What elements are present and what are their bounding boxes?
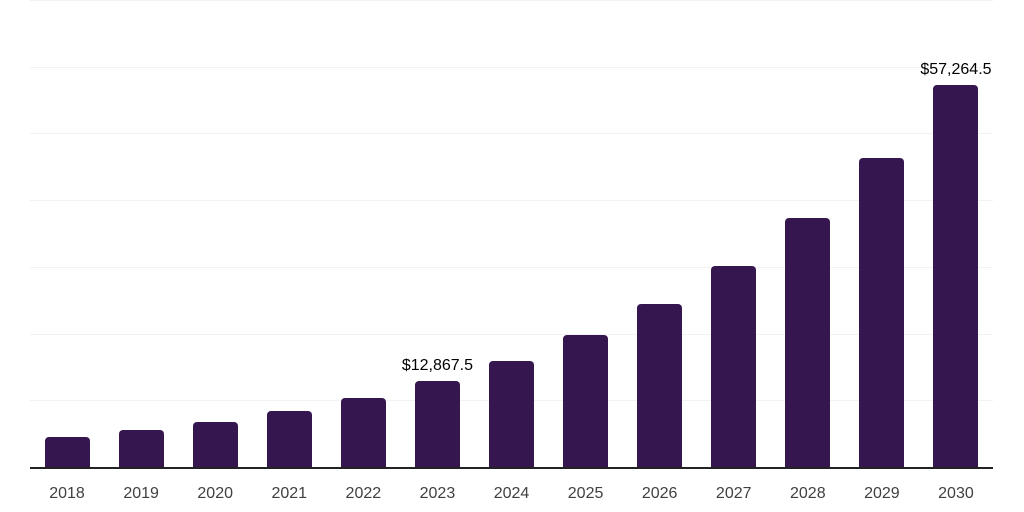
x-tick-label-2028: 2028 (790, 485, 826, 502)
bar-2028[interactable] (785, 217, 831, 467)
x-tick-label-2025: 2025 (567, 485, 604, 502)
bar-2021[interactable] (266, 410, 312, 467)
x-tick-label-2030: 2030 (938, 485, 974, 502)
data-label-2023: $12,867.5 (401, 357, 474, 375)
x-tick-label-2022: 2022 (345, 485, 382, 502)
gridline-20000 (30, 334, 993, 335)
bar-2024[interactable] (489, 360, 534, 467)
x-tick-label-2019: 2019 (123, 485, 159, 502)
x-tick-label-2027: 2027 (715, 485, 752, 502)
bar-2020[interactable] (192, 421, 238, 467)
bar-2023[interactable] (414, 381, 460, 467)
bar-2018[interactable] (44, 437, 90, 467)
x-tick-label-2020: 2020 (197, 485, 233, 502)
bar-2029[interactable] (859, 158, 905, 467)
x-tick-label-2024: 2024 (493, 485, 530, 502)
gridline-30000 (30, 267, 993, 268)
data-label-2030: $57,264.5 (920, 60, 992, 78)
bar-2025[interactable] (563, 335, 609, 467)
x-tick-label-2021: 2021 (271, 485, 308, 502)
bar-2027[interactable] (711, 265, 757, 467)
x-tick-label-2023: 2023 (419, 485, 456, 502)
bar-2019[interactable] (118, 430, 164, 467)
gridline-40000 (30, 200, 993, 201)
x-tick-label-2029: 2029 (864, 485, 900, 502)
bar-2030[interactable] (933, 84, 979, 467)
x-tick-label-2018: 2018 (49, 485, 85, 502)
x-axis-line (30, 467, 993, 469)
bar-2026[interactable] (637, 304, 683, 467)
gridline-50000 (30, 133, 993, 134)
bar-2022[interactable] (340, 397, 386, 467)
gridline-70000 (30, 0, 993, 1)
gridline-60000 (30, 67, 993, 68)
x-tick-label-2026: 2026 (641, 485, 678, 502)
